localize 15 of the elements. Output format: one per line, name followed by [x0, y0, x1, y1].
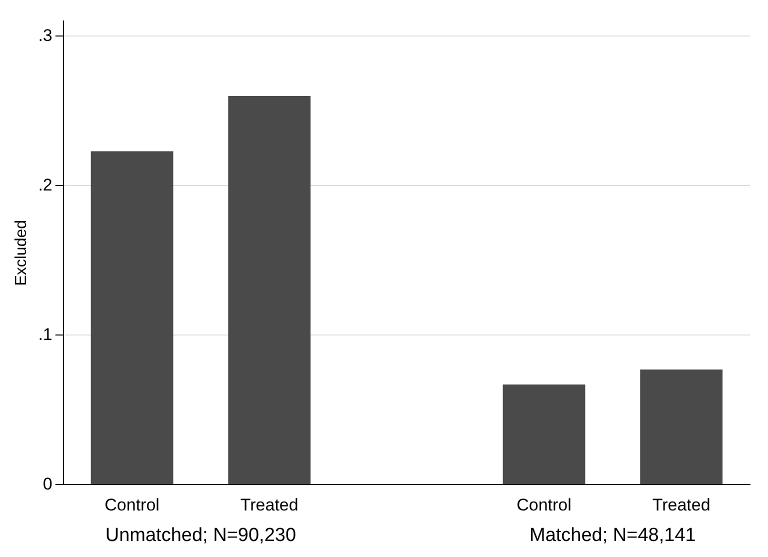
bar	[228, 96, 311, 484]
y-tick-label: .3	[38, 26, 52, 45]
bar	[502, 384, 586, 484]
x-tick-label: Control	[104, 495, 160, 514]
x-tick-label: Treated	[652, 495, 710, 514]
y-tick-label: 0	[42, 474, 52, 494]
bar	[640, 370, 723, 484]
y-tick-label: .2	[38, 175, 52, 194]
bar	[90, 151, 174, 484]
y-tick-label: .1	[38, 324, 52, 344]
x-tick-label: Treated	[240, 495, 298, 514]
text: Matched; N=48,141	[529, 525, 696, 546]
x-tick-label: Control	[516, 495, 572, 514]
y-axis-title: Excluded	[13, 220, 30, 286]
text: Unmatched; N=90,230	[105, 525, 296, 546]
